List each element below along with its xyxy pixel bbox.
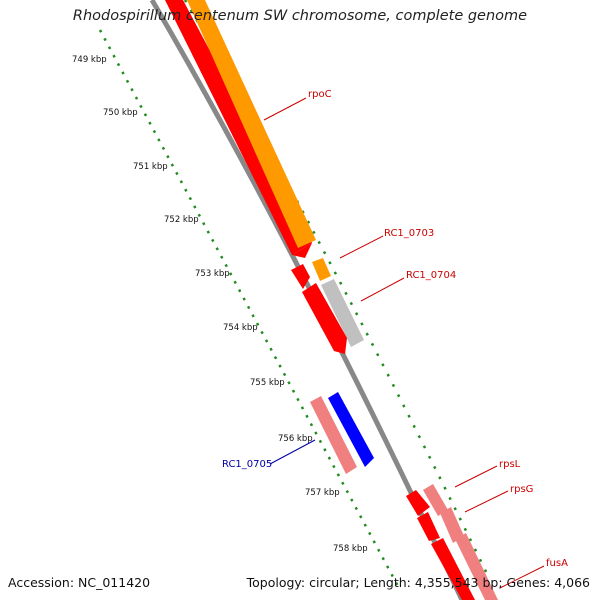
tick-label-756: 756 kbp xyxy=(278,434,313,444)
gene-label-rpsl[interactable]: rpsL xyxy=(499,459,521,470)
map-title: Rhodospirillum centenum SW chromosome, c… xyxy=(72,8,528,24)
callout-rpsl xyxy=(454,465,498,488)
gene-label-rc1-0705[interactable]: RC1_0705 xyxy=(222,459,273,470)
callout-rc1-0705 xyxy=(269,439,316,465)
tick-label-755: 755 kbp xyxy=(250,378,285,388)
callout-rc1-0704 xyxy=(360,277,405,302)
gene-label-rc1-0703[interactable]: RC1_0703 xyxy=(384,228,435,239)
feature-rc1-0703-red[interactable] xyxy=(291,264,310,289)
callout-rpoc xyxy=(263,97,307,121)
tick-label-749: 749 kbp xyxy=(72,55,107,65)
tick-label-753: 753 kbp xyxy=(195,269,230,279)
feature-rpsg-red[interactable] xyxy=(417,512,440,541)
feature-rpoc-orange[interactable] xyxy=(187,0,316,248)
outer-tick-ring xyxy=(183,0,492,581)
callout-rc1-0703 xyxy=(339,235,384,259)
feature-rpsl-red[interactable] xyxy=(406,490,430,516)
feature-rpsg-pink[interactable] xyxy=(440,507,464,543)
callout-fusa xyxy=(499,565,545,589)
tick-label-754: 754 kbp xyxy=(223,323,258,333)
gene-label-rpsg[interactable]: rpsG xyxy=(510,484,534,495)
tick-label-751: 751 kbp xyxy=(133,162,168,172)
tick-label-750: 750 kbp xyxy=(103,108,138,118)
accession-text: Accession: NC_011420 xyxy=(8,575,151,590)
feature-rc1-0704-gray[interactable] xyxy=(321,279,364,347)
tick-label-757: 757 kbp xyxy=(305,488,340,498)
feature-rpsl-pink[interactable] xyxy=(423,484,448,516)
feature-fusa-red[interactable] xyxy=(431,538,475,600)
gene-label-rc1-0704[interactable]: RC1_0704 xyxy=(406,270,457,281)
callout-rpsg xyxy=(464,490,509,513)
tick-label-752: 752 kbp xyxy=(164,215,199,225)
feature-rc1-0704-red[interactable] xyxy=(302,283,347,354)
feature-rc1-0705-blue[interactable] xyxy=(328,392,374,467)
feature-rc1-0703-orange[interactable] xyxy=(312,258,331,281)
tick-label-758: 758 kbp xyxy=(333,544,368,554)
genome-summary-text: Topology: circular; Length: 4,355,543 bp… xyxy=(246,575,590,590)
gene-label-rpoc[interactable]: rpoC xyxy=(308,89,332,100)
gene-label-fusa[interactable]: fusA xyxy=(546,558,568,569)
feature-fusa-pink[interactable] xyxy=(455,533,498,600)
feature-rc1-0705-pink[interactable] xyxy=(310,396,357,474)
